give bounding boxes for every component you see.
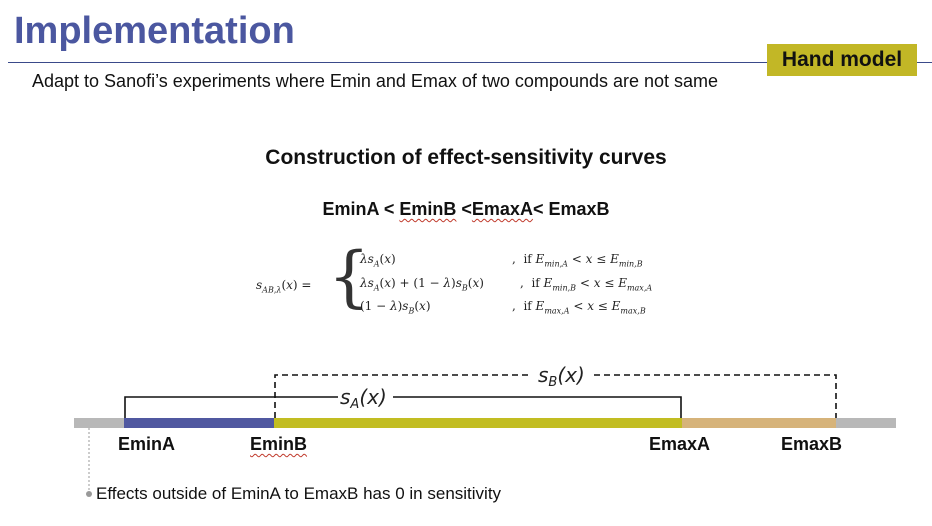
- label-emin-b: EminB: [250, 434, 308, 454]
- slide-title: Implementation: [14, 10, 295, 52]
- label-emax-a: EmaxA: [649, 434, 711, 454]
- ordering-part: EminA <: [322, 199, 400, 219]
- slide-subtitle: Adapt to Sanofi’s experiments where Emin…: [32, 71, 719, 91]
- formula-condition: , if Emax,A < x ≤ Emax,B: [512, 299, 646, 316]
- formula-case: λsA(x): [360, 252, 396, 269]
- note-bullet: [86, 491, 92, 497]
- sensitivity-note: Effects outside of EminA to EmaxB has 0 …: [96, 484, 502, 503]
- hand-model-badge: Hand model: [767, 44, 917, 76]
- ordering-part: EminB: [399, 199, 457, 219]
- label-emax-b: EmaxB: [781, 434, 843, 454]
- formula-case: λsA(x) + (1 − λ)sB(x): [360, 276, 484, 293]
- section-heading: Construction of effect-sensitivity curve…: [265, 146, 667, 169]
- formula-brace: {: [328, 238, 370, 315]
- sa-bracket: [124, 396, 682, 418]
- ordering-part: < EmaxB: [532, 199, 610, 219]
- title-divider: [8, 62, 932, 63]
- formula-condition: , if Emin,A < x ≤ Emin,B: [512, 252, 643, 269]
- ordering-part: <: [456, 199, 472, 219]
- sa-label: sA(x): [340, 385, 387, 412]
- ordering-statement: EminA < EminB <EmaxA< EmaxB: [0, 199, 932, 220]
- label-emin-a: EminA: [118, 434, 176, 454]
- formula-case: (1 − λ)sB(x): [360, 299, 431, 316]
- segment-b-only: [682, 418, 836, 428]
- sb-bracket: [274, 374, 837, 418]
- segment-overlap: [274, 418, 682, 428]
- formula-condition: , if Emin,B < x ≤ Emax,A: [520, 276, 653, 293]
- formula-lhs: sAB,λ(x) =: [256, 278, 312, 295]
- sb-label: sB(x): [538, 363, 585, 390]
- segment-a-only: [124, 418, 274, 428]
- ordering-part: EmaxA: [471, 199, 533, 219]
